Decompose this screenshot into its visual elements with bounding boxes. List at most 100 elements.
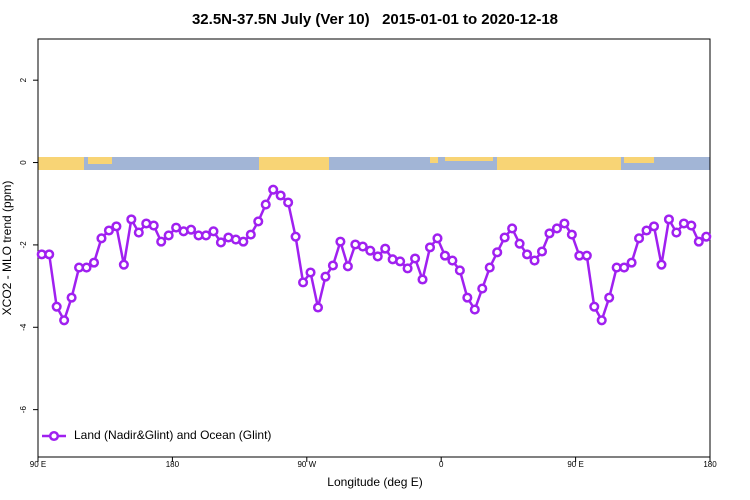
data-point (462, 292, 473, 303)
data-point (656, 259, 667, 270)
x-axis-label: Longitude (deg E) (327, 475, 422, 489)
y-tick-label: -2 (19, 241, 28, 249)
data-point (208, 226, 219, 237)
data-point (275, 190, 286, 201)
x-tick-label: 90 E (30, 460, 46, 469)
data-point (357, 241, 368, 252)
data-point (559, 218, 570, 229)
surface-band (38, 157, 710, 170)
data-point (66, 292, 77, 303)
data-point (522, 249, 533, 260)
data-point (88, 257, 100, 268)
data-point (514, 238, 525, 249)
data-point (432, 233, 443, 244)
data-point (551, 223, 562, 234)
data-point (686, 220, 697, 231)
data-point (215, 237, 226, 248)
data-point (619, 262, 630, 273)
data-point (589, 301, 600, 312)
data-point (402, 263, 413, 274)
land-band (430, 157, 438, 163)
data-point (103, 225, 114, 236)
data-point (59, 315, 70, 326)
data-point (634, 233, 645, 244)
data-point (701, 231, 712, 242)
data-point (581, 250, 592, 261)
data-point (298, 277, 309, 288)
land-band (497, 157, 621, 170)
data-point (238, 236, 249, 247)
data-point (156, 236, 167, 247)
data-point (171, 222, 182, 233)
data-point (499, 232, 510, 243)
x-tick-label: 180 (703, 460, 717, 469)
data-point (395, 256, 406, 267)
data-point (290, 231, 301, 242)
data-point (596, 315, 607, 326)
data-point (454, 265, 465, 276)
data-point (536, 246, 548, 257)
data-point (200, 230, 212, 241)
x-tick-label: 180 (166, 460, 180, 469)
data-point (641, 225, 652, 236)
x-tick-label: 90 E (567, 460, 583, 469)
data-point (484, 262, 495, 273)
data-point (126, 214, 137, 225)
y-tick-label: 2 (19, 77, 28, 82)
data-point (163, 230, 174, 241)
data-point (118, 259, 129, 270)
y-tick-label: 0 (19, 160, 28, 165)
data-point (372, 251, 383, 262)
data-point (529, 255, 540, 266)
data-point (260, 199, 271, 210)
land-band (88, 157, 112, 164)
land-band (259, 157, 329, 170)
data-point (439, 250, 450, 261)
data-point (312, 302, 324, 313)
data-point (671, 227, 682, 238)
data-point (335, 236, 346, 247)
data-point (626, 257, 637, 268)
data-point (492, 247, 503, 258)
land-band (445, 157, 493, 161)
data-point (148, 220, 159, 231)
data-point (186, 224, 197, 235)
data-point (44, 249, 55, 260)
data-point (96, 233, 107, 244)
data-point (51, 301, 62, 312)
data-point (111, 221, 122, 232)
plot-frame (37, 38, 711, 458)
data-point (283, 197, 294, 208)
data-point (648, 221, 660, 232)
data-point (81, 262, 92, 273)
data-point (410, 253, 421, 264)
data-point (245, 229, 256, 240)
data-point (544, 228, 555, 239)
data-point (469, 304, 480, 315)
y-axis-label: XCO2 - MLO trend (ppm) (0, 181, 14, 316)
y-tick-label: -6 (19, 406, 28, 414)
data-point (424, 242, 436, 253)
data-point (604, 292, 615, 303)
data-point (417, 274, 428, 285)
legend-marker (48, 430, 60, 442)
legend-label: Land (Nadir&Glint) and Ocean (Glint) (74, 428, 271, 442)
data-point (693, 236, 704, 247)
data-point (566, 229, 577, 240)
data-point (477, 283, 488, 294)
data-point (342, 261, 353, 272)
data-point (327, 260, 338, 271)
data-point (507, 223, 518, 234)
land-band (624, 157, 654, 163)
x-tick-label: 0 (439, 460, 444, 469)
x-tick-label: 90 W (297, 460, 316, 469)
data-point (133, 227, 144, 238)
y-tick-label: -4 (19, 323, 28, 331)
data-point (305, 267, 316, 278)
chart-title: 32.5N-37.5N July (Ver 10) 2015-01-01 to … (192, 11, 558, 28)
data-point (253, 216, 264, 227)
data-point (365, 245, 376, 256)
data-point (663, 214, 674, 225)
land-band (38, 157, 84, 170)
